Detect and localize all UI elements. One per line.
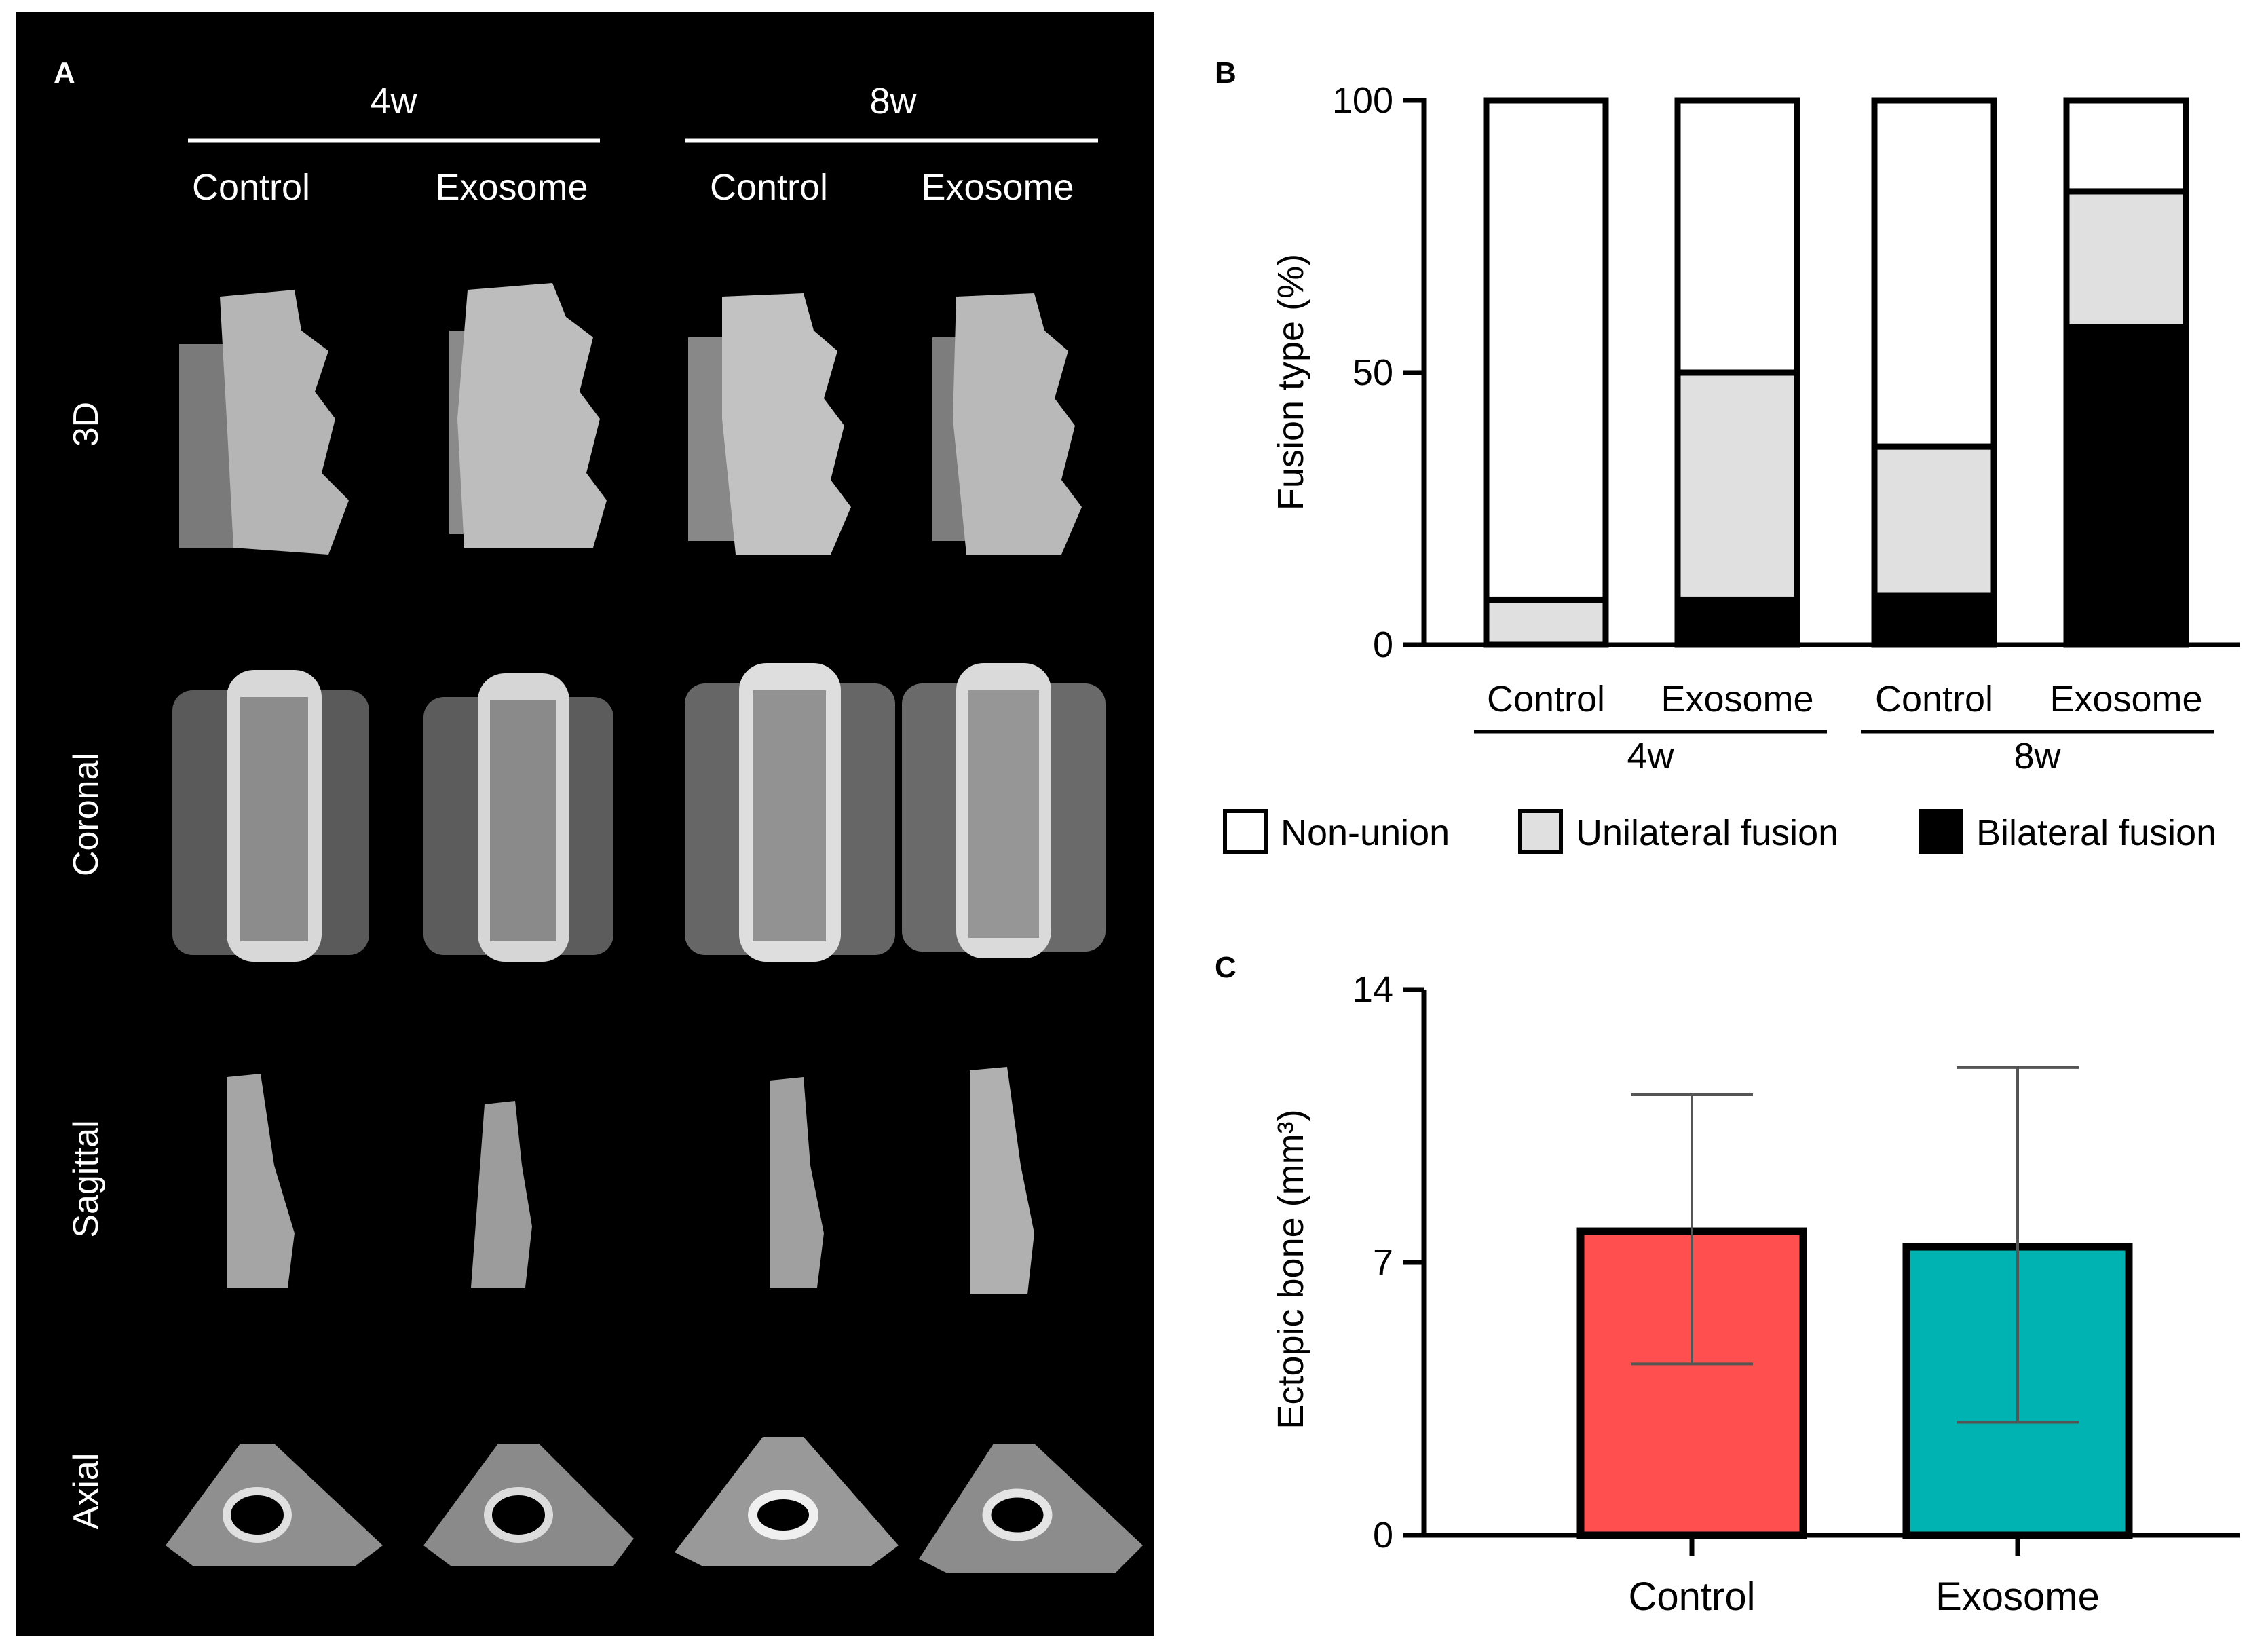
ct-coronal-exosome-8w — [902, 663, 1106, 958]
bar-unilateral-fusion — [1483, 596, 1609, 648]
b-ytick-label: 100 — [1332, 80, 1393, 121]
b-legend: Non-union Unilateral fusion Bilateral fusi… — [1223, 809, 2216, 854]
legend-label: Unilateral fusion — [1576, 812, 1838, 853]
legend-label: Bilateral fusion — [1976, 812, 2216, 853]
legend-label: Non-union — [1281, 812, 1450, 853]
ectopic-bone-chart: Control Exosome 0 7 14 Ectopic bone (mm³) — [1270, 969, 2240, 1619]
ct-coronal-exosome-4w — [423, 673, 613, 962]
ct-axial-exosome-4w — [423, 1444, 634, 1566]
column-header: Control — [710, 167, 828, 208]
c-ylabel: Ectopic bone (mm³) — [1270, 1109, 1311, 1429]
b-group-label: 4w — [1627, 736, 1674, 776]
row-label: Coronal — [67, 753, 106, 876]
ct-3d-exosome-8w — [932, 293, 1082, 555]
c-ytick-label: 7 — [1373, 1242, 1393, 1283]
bar-unilateral-fusion — [2063, 188, 2189, 331]
ct-coronal-control-4w — [172, 670, 369, 962]
bar-bilateral-fusion — [1871, 592, 1997, 648]
c-xtick-label: Control — [1629, 1575, 1756, 1619]
c-ytick-label: 14 — [1353, 969, 1393, 1010]
ct-axial-control-4w — [166, 1444, 383, 1566]
timepoint-8w: 8w — [869, 81, 917, 121]
ct-sagittal-exosome-4w — [471, 1101, 532, 1288]
timepoint-4w: 4w — [370, 81, 417, 121]
ct-axial-control-8w — [675, 1437, 899, 1566]
bar-bilateral-fusion — [1674, 596, 1800, 648]
ct-sagittal-exosome-8w — [970, 1067, 1034, 1294]
b-ylabel: Fusion type (%) — [1270, 254, 1311, 510]
legend-swatch — [1223, 809, 1268, 854]
bar-non-union — [1674, 97, 1800, 376]
column-header: Control — [192, 167, 310, 208]
c-xtick-label: Exosome — [1935, 1575, 2100, 1619]
row-label: Axial — [67, 1453, 106, 1530]
column-header: Exosome — [435, 167, 588, 208]
bar-unilateral-fusion — [1674, 369, 1800, 603]
bar-non-union — [1483, 97, 1609, 603]
b-xtick-label: Control — [1875, 679, 1993, 719]
bar-non-union — [2063, 97, 2189, 195]
bar-bilateral-fusion — [2063, 324, 2189, 648]
ct-image-grid: A 4w 8w Control Exosome Control Exosome … — [54, 56, 1143, 1573]
ct-3d-control-8w — [688, 293, 851, 555]
b-xtick-label: Control — [1487, 679, 1605, 719]
legend-swatch — [1919, 809, 1963, 854]
c-ytick-label: 0 — [1373, 1515, 1393, 1556]
row-label: 3D — [67, 402, 106, 447]
b-group-label: 8w — [2014, 736, 2061, 776]
panel-c-label: C — [1215, 951, 1236, 984]
column-header: Exosome — [921, 167, 1074, 208]
panel-a-label: A — [54, 56, 75, 90]
row-label: Sagittal — [67, 1120, 106, 1237]
panel-b-label: B — [1215, 56, 1236, 90]
b-xtick-label: Exosome — [2050, 679, 2202, 719]
ct-3d-control-4w — [179, 290, 349, 555]
b-ytick-label: 50 — [1353, 352, 1393, 393]
bar-unilateral-fusion — [1871, 443, 1997, 599]
fusion-type-chart: Control Exosome Control Exosome 0 50 100 4w 8w F… — [1223, 80, 2240, 854]
bar-non-union — [1871, 97, 1997, 450]
ct-3d-exosome-4w — [449, 283, 607, 548]
ct-sagittal-control-8w — [770, 1077, 824, 1288]
ct-axial-exosome-8w — [919, 1444, 1143, 1573]
ct-sagittal-control-4w — [227, 1074, 295, 1288]
legend-swatch — [1518, 809, 1563, 854]
b-xtick-label: Exosome — [1661, 679, 1813, 719]
ct-coronal-control-8w — [685, 663, 895, 962]
panel-a-ct-images: A 4w 8w Control Exosome Control Exosome … — [16, 12, 1154, 1636]
b-ytick-label: 0 — [1373, 624, 1393, 665]
